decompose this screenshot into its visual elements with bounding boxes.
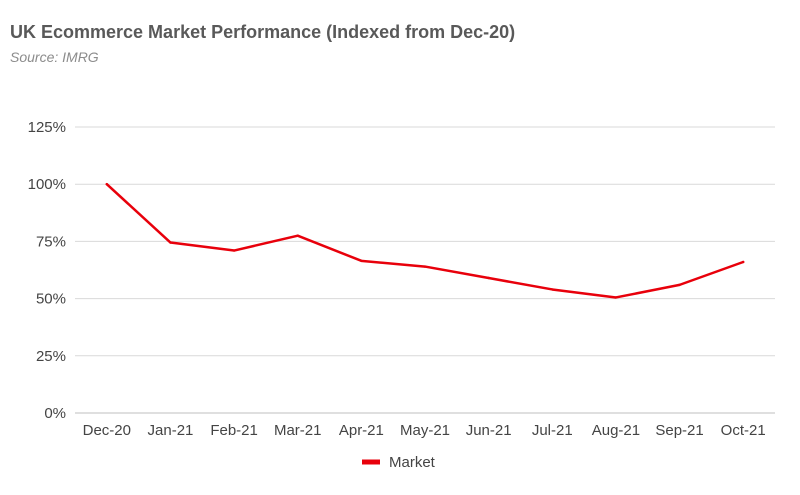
data-point — [487, 276, 490, 280]
data-point — [551, 288, 554, 291]
x-tick-label: May-21 — [400, 422, 450, 439]
series-line-market — [105, 182, 745, 299]
x-tick-label: Sep-21 — [655, 422, 703, 439]
x-tick-label: Jan-21 — [148, 422, 194, 439]
data-point — [169, 241, 172, 244]
x-tick-label: Oct-21 — [721, 422, 766, 439]
series-group — [105, 182, 745, 299]
gridlines — [75, 126, 775, 414]
y-tick-label: 0% — [44, 405, 66, 422]
data-point — [232, 249, 236, 252]
y-tick-label: 75% — [36, 233, 66, 250]
data-point — [423, 265, 427, 268]
x-tick-label: Jul-21 — [532, 422, 573, 439]
x-tick-label: Jun-21 — [466, 422, 512, 439]
data-point — [678, 283, 681, 287]
x-tick-label: Mar-21 — [274, 422, 322, 439]
y-tick-label: 25% — [36, 348, 66, 365]
y-tick-label: 125% — [28, 119, 66, 136]
x-tick-label: Dec-20 — [83, 422, 131, 439]
legend-label-market: Market — [389, 454, 436, 471]
x-axis-tick-labels: Dec-20 Jan-21 Feb-21 Mar-21 Apr-21 May-21 Jun-… — [83, 422, 766, 439]
y-tick-label: 50% — [36, 291, 66, 308]
data-point — [614, 296, 618, 299]
y-axis-tick-labels: 0% 25% 50% 75% 100% 125% — [28, 119, 66, 422]
data-point — [360, 259, 363, 263]
x-tick-label: Aug-21 — [592, 422, 640, 439]
data-point — [741, 260, 745, 264]
chart-title: UK Ecommerce Market Performance (Indexed… — [10, 22, 516, 42]
chart-subtitle: Source: IMRG — [10, 49, 99, 65]
data-point — [105, 183, 109, 186]
legend: Market — [362, 454, 436, 471]
x-tick-label: Apr-21 — [339, 422, 384, 439]
y-tick-label: 100% — [28, 176, 66, 193]
data-point — [296, 234, 299, 237]
x-tick-label: Feb-21 — [210, 422, 258, 439]
